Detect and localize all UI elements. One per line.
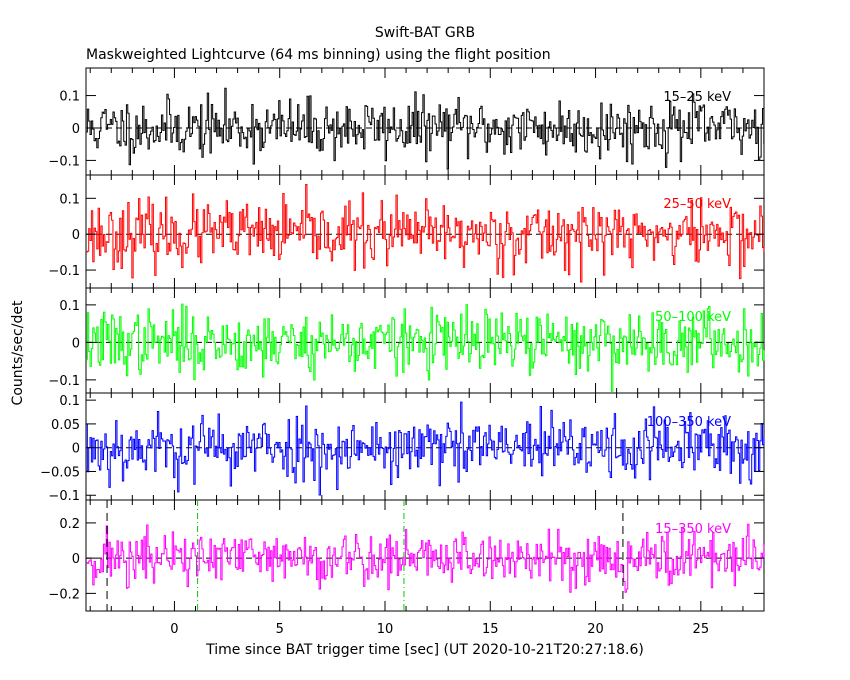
y-tick-label: 0 — [72, 122, 80, 137]
x-tick-label: 5 — [276, 622, 284, 637]
y-tick-label: 0.1 — [59, 90, 80, 105]
y-tick-label: −0.1 — [48, 154, 80, 169]
chart-subtitle: Maskweighted Lightcurve (64 ms binning) … — [86, 47, 551, 63]
x-tick-label: 20 — [587, 622, 604, 637]
x-tick-label: 25 — [693, 622, 710, 637]
lightcurve-series — [86, 401, 765, 496]
x-tick-label: 10 — [377, 622, 394, 637]
lightcurve-series — [86, 523, 765, 593]
x-axis-label: Time since BAT trigger time [sec] (UT 20… — [205, 642, 644, 658]
lightcurve-series — [86, 87, 765, 170]
y-tick-label: −0.1 — [48, 489, 80, 504]
band-label: 15–350 keV — [655, 522, 731, 537]
y-tick-label: 0 — [72, 442, 80, 457]
band-label: 50–100 keV — [655, 310, 731, 325]
panel-stack: −0.1 0 0.1 15–25 keV −0.1 0 0.1 25–50 keV −0.1 0 0… — [40, 67, 765, 637]
y-tick-label: 0.2 — [59, 517, 80, 532]
y-tick-label: −0.1 — [48, 264, 80, 279]
band-label: 25–50 keV — [663, 197, 731, 212]
chart-title: Swift-BAT GRB — [375, 25, 475, 41]
x-tick-label: 0 — [170, 622, 178, 637]
lightcurve-series — [86, 303, 765, 392]
y-tick-label: −0.2 — [48, 587, 80, 602]
y-tick-label: 0 — [72, 552, 80, 567]
y-tick-label: 0.05 — [51, 418, 80, 433]
band-label: 15–25 keV — [663, 90, 731, 105]
y-tick-label: −0.05 — [40, 465, 80, 480]
y-tick-label: 0.1 — [59, 394, 80, 409]
y-tick-label: 0.1 — [59, 192, 80, 207]
y-tick-label: 0.1 — [59, 299, 80, 314]
y-axis-label: Counts/sec/det — [10, 300, 26, 405]
y-tick-label: −0.1 — [48, 374, 80, 389]
panel-frame — [85, 499, 765, 612]
y-tick-label: 0 — [72, 336, 80, 351]
band-label: 100–350 keV — [647, 415, 731, 430]
panel-frame — [85, 392, 765, 501]
lightcurve-series — [86, 184, 765, 283]
x-tick-label: 15 — [482, 622, 499, 637]
y-tick-label: 0 — [72, 228, 80, 243]
